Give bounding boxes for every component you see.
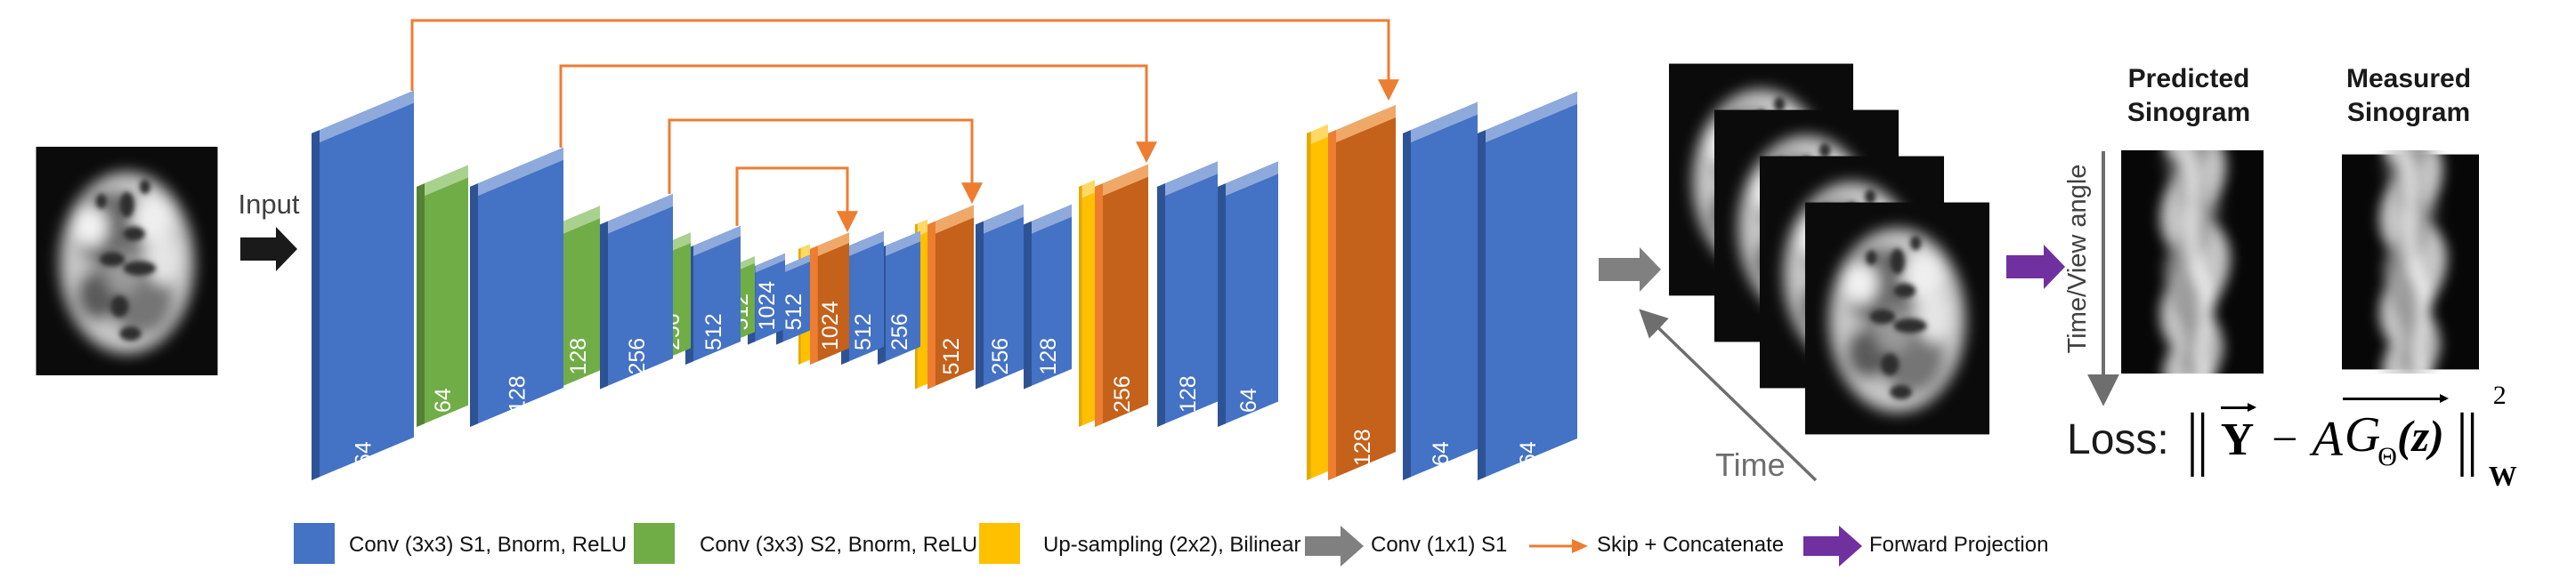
skip-arrows-layer [410,19,1399,233]
generator-term: GΘ(z) [2342,394,2449,472]
legend-swatch-conv-s1-icon [294,523,335,564]
block-channel-label: 256 [988,338,1013,375]
legend-icon-forward-projection-icon [1803,526,1862,567]
unet-blocks-layer: 6464128641282561282565122565121024512102… [312,90,1577,481]
block-channel-label: 128 [1036,338,1061,375]
block-channel-label: 256 [887,313,912,350]
loss-formula: Loss: ‖ Y − A GΘ(z) ‖ 2 W [2067,381,2526,492]
legend-icon-conv1x1-icon [1305,526,1364,567]
forward-projection-arrow-icon [2006,245,2065,289]
unet-block-blue-64: 64 [1478,91,1577,481]
time-label: Time [1715,446,1786,483]
unet-block-blue-256: 256 [600,194,673,390]
unet-block-yellow [1079,180,1095,427]
norm-close: ‖ 2 W [2450,381,2517,492]
legend-swatch-upsampling-icon [979,523,1020,564]
unet-block-blue-128: 128 [1024,204,1072,390]
skip-concatenate-arrow [410,19,1399,101]
brain-input-image [36,147,218,375]
measured-vector-y: Y [2220,402,2257,466]
minus-sign: − [2272,414,2298,465]
legend-item-label: Conv (3x3) S1, Bnorm, ReLU [349,533,628,557]
unet-block-blue-256: 256 [878,230,920,365]
unet-block-blue-256: 256 [976,204,1024,390]
unet-block-yellow [1307,124,1328,481]
feature-stack-image-4 [1805,203,1989,435]
block-channel-label: 512 [851,313,876,350]
legend-item-label: Skip + Concatenate [1597,533,1785,557]
legend-item-label: Conv (3x3) S2, Bnorm, ReLU [700,533,978,557]
block-channel-label: 256 [625,338,650,375]
input-arrow-icon [240,227,297,271]
block-channel-label: 64 [1429,441,1454,466]
measured-sinogram-image [2342,148,2479,376]
loss-weight-subscript: W [2488,460,2517,492]
block-channel-label: 1024 [818,301,843,350]
unet-block-blue-64: 64 [1403,101,1478,480]
skip-concatenate-arrow [559,64,1157,164]
unet-block-blue-128: 128 [1157,161,1218,427]
block-channel-label: 1024 [755,281,780,331]
unet-block-blue-512: 512 [685,225,741,365]
flow-arrows-layer [240,151,2119,482]
legend-item-label: Forward Projection [1869,533,2049,557]
block-channel-label: 64 [431,388,456,413]
block-channel-label: 512 [701,313,726,350]
legend-item-label: Up-sampling (2x2), Bilinear [1043,533,1301,557]
skip-concatenate-arrow [735,166,858,233]
block-channel-label: 128 [506,375,531,413]
unet-block-orange-256: 256 [1095,164,1148,428]
unet-block-green-64: 64 [417,165,468,427]
legend-item-label: Conv (1x1) S1 [1371,533,1508,557]
unet-block-blue-1024: 1024 [748,253,785,345]
unet-block-blue-128: 128 [470,147,563,427]
view-angle-axis-label: Time/View angle [2063,164,2092,354]
measured-sinogram-title: Measured Sinogram [2345,64,2472,127]
block-channel-label: 512 [782,294,806,331]
time-arrow-icon [1639,309,1818,482]
loss-exponent: 2 [2492,381,2507,410]
block-channel-label: 128 [1350,429,1375,466]
unet-block-orange-1024: 1024 [810,232,849,365]
skip-concatenate-arrow [668,118,983,205]
unet-block-blue-64: 64 [312,90,414,480]
block-channel-label: 512 [939,338,964,375]
loss-label: Loss: [2067,415,2169,463]
input-label: Input [238,189,300,220]
predicted-sinogram-image [2121,143,2264,381]
unet-block-orange-512: 512 [928,205,974,390]
block-channel-label: 256 [1110,375,1135,413]
block-channel-label: 64 [1516,441,1541,466]
unet-block-orange-128: 128 [1328,105,1396,480]
loss-math: ‖ Y − A GΘ(z) ‖ 2 W [2181,381,2526,492]
predicted-sinogram-title: Predicted Sinogram [2126,64,2251,127]
legend-swatch-conv-s2-icon [634,523,675,564]
unet-block-blue-64: 64 [1218,161,1278,427]
feature-stack [1669,64,1989,435]
block-channel-label: 128 [1176,375,1201,413]
block-channel-label: 128 [566,338,591,375]
projection-operator-a: A [2312,412,2343,467]
conv1x1-arrow-icon [1599,247,1661,292]
norm-open: ‖ [2181,402,2214,477]
legend-icon-skip-concatenate-icon [1529,539,1588,553]
block-channel-label: 64 [352,441,377,466]
block-channel-label: 64 [1236,388,1261,413]
